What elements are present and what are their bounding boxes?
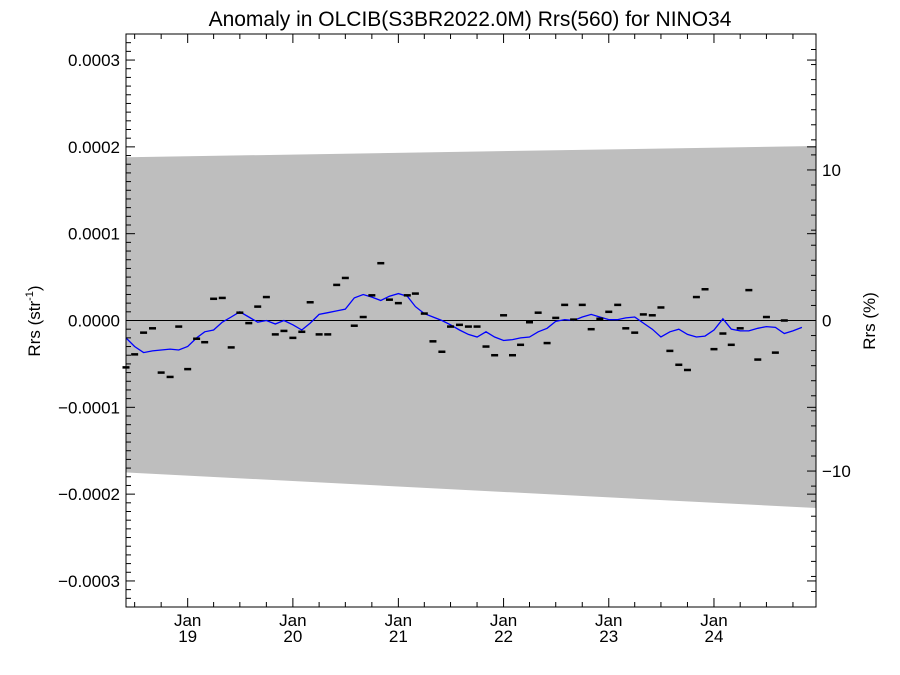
- series-layer: [122, 261, 816, 379]
- y-tick-label: 0.0002: [68, 138, 120, 157]
- y-axis-label-left: Rrs (str-1): [24, 285, 44, 356]
- x-tick-year-label: 21: [389, 627, 408, 646]
- y-tick-label: 0.0001: [68, 225, 120, 244]
- x-tick-month-label: Jan: [174, 611, 201, 630]
- x-tick-month-label: Jan: [595, 611, 622, 630]
- y-tick-label: 0.0003: [68, 51, 120, 70]
- y-axis-label-left-text: Rrs (str: [25, 301, 44, 357]
- x-tick-month-label: Jan: [279, 611, 306, 630]
- x-tick-month-label: Jan: [385, 611, 412, 630]
- y-tick-label: −0.0003: [58, 572, 120, 591]
- x-tick-month-label: Jan: [700, 611, 727, 630]
- y-tick-label: −0.0002: [58, 485, 120, 504]
- y-axis-label-left-superscript: -1: [24, 291, 36, 301]
- chart-title: Anomaly in OLCIB(S3BR2022.0M) Rrs(560) f…: [209, 8, 732, 31]
- y-tick-label: 0.0000: [68, 312, 120, 331]
- y-axis-label-left-close: ): [25, 285, 44, 291]
- x-tick-year-label: 22: [494, 627, 513, 646]
- y-tick-label: −0.0001: [58, 398, 120, 417]
- x-tick-year-label: 20: [283, 627, 302, 646]
- axes-layer: 0.0003 0.0002 0.0001 0.0000 −0.0001 −0.0002 −0…: [58, 33, 851, 646]
- x-tick-year-label: 23: [599, 627, 618, 646]
- y-right-tick-label: 0: [822, 312, 831, 331]
- y-right-tick-label: 10: [822, 161, 841, 180]
- y-axis-label-right: Rrs (%): [860, 292, 879, 350]
- x-tick-year-label: 19: [178, 627, 197, 646]
- y-right-tick-label: −10: [822, 462, 851, 481]
- x-tick-month-label: Jan: [490, 611, 517, 630]
- x-tick-year-label: 24: [705, 627, 724, 646]
